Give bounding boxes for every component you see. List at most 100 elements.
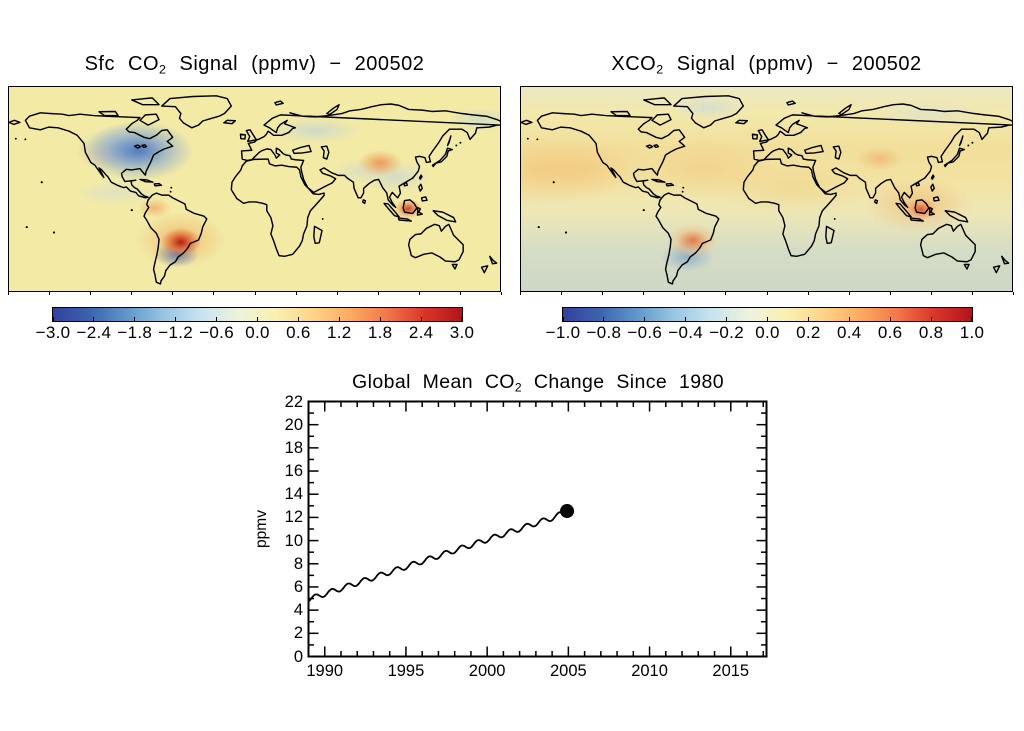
colorbar-tick-mark	[53, 317, 54, 321]
world-coastlines-svg	[521, 95, 1012, 285]
x-axis-tick-label: 1995	[387, 662, 425, 680]
y-axis-tick-label: 16	[284, 462, 303, 481]
xco2-colorbar	[562, 307, 973, 322]
y-axis-tick-label: 0	[293, 647, 303, 666]
x-axis-tick-label: 2005	[549, 662, 587, 680]
map-longitude-tick	[213, 292, 215, 295]
colorbar-tick-label: 0.6	[877, 323, 903, 342]
colorbar-tick-mark	[338, 317, 340, 321]
map-longitude-tick	[643, 292, 645, 295]
map-longitude-tick	[131, 292, 133, 295]
colorbar-tick-label: −1.8	[117, 323, 153, 342]
map-longitude-tick	[377, 292, 379, 295]
sfc-map-title-suffix: Signal (ppmv) − 200502	[166, 53, 425, 75]
sfc-map-title: Sfc CO2 Signal (ppmv) − 200502	[8, 53, 501, 76]
map-longitude-tick	[766, 292, 768, 295]
colorbar-tick-label: −0.6	[627, 323, 663, 342]
line-chart-title: Global Mean CO2 Change Since 1980	[288, 371, 788, 394]
colorbar-tick-mark	[257, 317, 258, 321]
colorbar-tick-label: 1.8	[367, 323, 393, 342]
colorbar-tick-mark	[420, 317, 422, 321]
colorbar-tick-mark	[603, 317, 605, 321]
colorbar-tick-label: 3.0	[449, 323, 475, 342]
sfc-map-title-text: Sfc CO	[84, 53, 160, 75]
colorbar-tick-mark	[685, 317, 687, 321]
colorbar-tick-mark	[767, 317, 768, 321]
colorbar-tick-label: 0.6	[286, 323, 311, 342]
sfc-map-title-subscript: 2	[159, 62, 167, 77]
xco2-map-title-suffix: Signal (ppmv) − 200502	[663, 53, 922, 75]
colorbar-tick-label: 0.4	[837, 323, 862, 342]
map-longitude-tick	[336, 292, 338, 295]
map-longitude-tick	[254, 292, 256, 295]
y-axis-tick-label: 14	[284, 485, 303, 504]
world-coastlines-svg	[9, 95, 500, 285]
colorbar-tick-mark	[379, 317, 381, 321]
sfc-co2-anomaly-map	[8, 86, 501, 292]
map-longitude-tick	[1013, 292, 1014, 295]
colorbar-tick-label: −1.2	[158, 323, 194, 342]
y-axis-tick-label: 18	[284, 438, 303, 457]
colorbar-tick-label: −0.4	[668, 323, 704, 342]
map-longitude-tick	[90, 292, 92, 295]
xco2-map-title-subscript: 2	[656, 62, 664, 77]
x-axis-tick-label: 2015	[712, 662, 750, 680]
xco2-anomaly-map	[520, 86, 1013, 292]
colorbar-tick-mark	[970, 317, 972, 321]
xco2-map-title: XCO2 Signal (ppmv) − 200502	[520, 53, 1013, 76]
map-longitude-tick	[8, 292, 9, 295]
colorbar-tick-label: −0.6	[199, 323, 234, 342]
colorbar-tick-label: 2.4	[408, 323, 434, 342]
line-chart-title-text: Global Mean CO	[352, 371, 515, 393]
map-longitude-tick	[520, 292, 521, 295]
map-longitude-tick	[172, 292, 174, 295]
x-axis-tick-label: 2000	[468, 662, 506, 680]
map-longitude-tick	[684, 292, 686, 295]
colorbar-tick-mark	[644, 317, 646, 321]
map-longitude-tick	[725, 292, 727, 295]
colorbar-tick-mark	[93, 317, 95, 321]
y-axis-tick-label: 2	[293, 624, 303, 643]
colorbar-tick-label: 0.2	[796, 323, 821, 342]
y-axis-tick-label: 12	[284, 508, 303, 527]
map-longitude-tick	[930, 292, 932, 295]
map-longitude-tick	[848, 292, 850, 295]
colorbar-tick-mark	[460, 317, 462, 321]
colorbar-tick-mark	[134, 317, 136, 321]
colorbar-tick-label: 0.8	[918, 323, 944, 342]
map-longitude-tick	[418, 292, 420, 295]
y-axis-tick-label: 6	[293, 577, 303, 596]
colorbar-tick-mark	[848, 317, 850, 321]
colorbar-tick-label: −1.0	[545, 323, 581, 342]
map-longitude-tick	[459, 292, 461, 295]
map-longitude-tick	[561, 292, 563, 295]
map-longitude-tick	[295, 292, 297, 295]
colorbar-tick-mark	[563, 317, 564, 321]
colorbar-tick-mark	[930, 317, 932, 321]
x-axis-tick-label: 1990	[306, 662, 344, 680]
map-longitude-tick	[49, 292, 51, 295]
colorbar-tick-label: 0.0	[245, 323, 270, 342]
colorbar-tick-label: −0.8	[586, 323, 622, 342]
line-chart-title-subscript: 2	[514, 380, 523, 395]
colorbar-tick-label: −2.4	[76, 323, 112, 342]
colorbar-tick-label: −0.2	[709, 323, 744, 342]
colorbar-tick-mark	[216, 317, 218, 321]
colorbar-tick-label: 1.2	[327, 323, 352, 342]
y-axis-tick-label: 22	[284, 392, 303, 411]
y-axis-tick-label: 10	[284, 531, 303, 550]
colorbar-tick-mark	[807, 317, 809, 321]
colorbar-tick-mark	[297, 317, 299, 321]
colorbar-tick-label: 1.0	[959, 323, 985, 342]
colorbar-tick-mark	[175, 317, 177, 321]
x-axis-tick-label: 2010	[631, 662, 668, 680]
map-longitude-tick	[807, 292, 809, 295]
map-longitude-tick	[501, 292, 502, 295]
colorbar-tick-label: −3.0	[35, 323, 71, 342]
y-axis-tick-label: 20	[284, 415, 303, 434]
y-axis-tick-label: 4	[293, 601, 303, 620]
map-longitude-tick	[971, 292, 973, 295]
map-longitude-tick	[602, 292, 604, 295]
colorbar-tick-mark	[889, 317, 891, 321]
